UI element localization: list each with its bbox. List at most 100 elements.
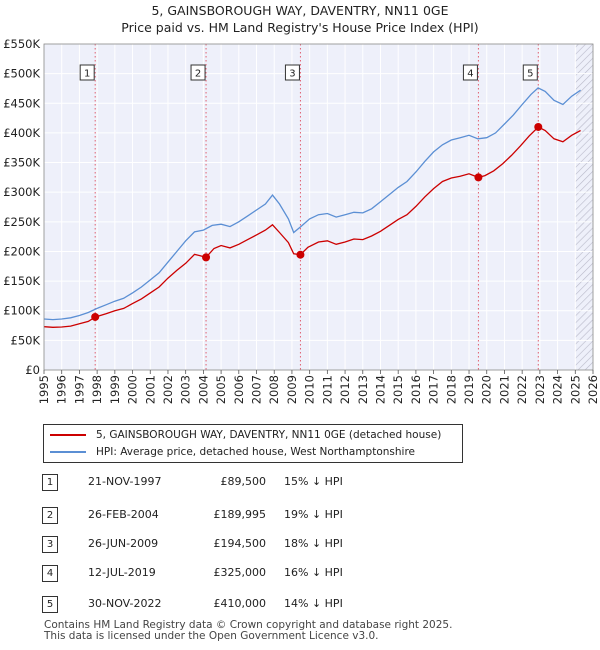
x-tick-label: 2008 (267, 375, 281, 404)
footer-licence: This data is licensed under the Open Gov… (44, 630, 379, 642)
sale-date: 12-JUL-2019 (88, 566, 156, 579)
x-tick-label: 2003 (179, 375, 193, 404)
legend-swatch-hpi (50, 451, 86, 453)
sale-row: 2 26-FEB-2004 £189,995 19% ↓ HPI (42, 505, 462, 527)
sale-number: 2 (42, 507, 58, 524)
x-tick-label: 2020 (480, 375, 494, 404)
x-tick-label: 2023 (533, 375, 547, 404)
x-tick-label: 2004 (196, 375, 210, 404)
y-tick-label: £450K (3, 96, 40, 110)
y-tick-label: £350K (3, 156, 40, 170)
chart-subtitle: Price paid vs. HM Land Registry's House … (121, 20, 479, 35)
sale-number: 5 (42, 596, 58, 613)
x-tick-label: 2014 (373, 375, 387, 404)
y-tick-label: £550K (3, 37, 40, 51)
legend-label-property: 5, GAINSBOROUGH WAY, DAVENTRY, NN11 0GE … (96, 429, 442, 441)
x-tick-label: 2001 (143, 375, 157, 404)
sale-hpi-diff: 14% ↓ HPI (284, 597, 343, 610)
sale-number: 4 (42, 565, 58, 582)
sale-point (202, 253, 211, 262)
sale-point (296, 250, 305, 259)
x-tick-label: 2005 (214, 375, 228, 404)
chart-title: 5, GAINSBOROUGH WAY, DAVENTRY, NN11 0GE (151, 3, 449, 18)
sale-marker-label: 3 (289, 69, 295, 80)
sale-price: £194,500 (213, 537, 267, 550)
chart-title-block: 5, GAINSBOROUGH WAY, DAVENTRY, NN11 0GE … (0, 2, 600, 36)
sale-row: 1 21-NOV-1997 £89,500 15% ↓ HPI (42, 472, 462, 494)
y-tick-label: £500K (3, 67, 40, 81)
sale-row: 3 26-JUN-2009 £194,500 18% ↓ HPI (42, 534, 462, 556)
y-tick-label: £0 (25, 363, 40, 377)
sale-number: 1 (42, 474, 58, 491)
sale-marker-label: 2 (195, 69, 201, 80)
x-tick-label: 2006 (232, 375, 246, 404)
plot-frame (43, 43, 594, 371)
x-tick-label: 2009 (285, 375, 299, 404)
hpi-line (43, 87, 581, 321)
sale-hpi-diff: 19% ↓ HPI (284, 508, 343, 521)
legend-item-hpi: HPI: Average price, detached house, West… (50, 444, 415, 460)
sale-row: 4 12-JUL-2019 £325,000 16% ↓ HPI (42, 563, 462, 585)
x-tick-label: 1997 (72, 375, 86, 404)
x-tick-label: 2012 (338, 375, 352, 404)
x-tick-label: 2025 (568, 375, 582, 404)
forecast-hatch (575, 44, 593, 370)
sale-marker-box (284, 64, 300, 81)
x-tick-label: 2017 (427, 375, 441, 404)
x-tick-label: 2022 (515, 375, 529, 404)
sale-point (474, 173, 483, 182)
y-tick-label: £100K (3, 304, 40, 318)
footer: Contains HM Land Registry data © Crown c… (44, 620, 452, 642)
sale-date: 21-NOV-1997 (88, 475, 162, 488)
plot-area (44, 44, 593, 370)
x-tick-label: 1995 (37, 375, 51, 404)
sale-marker-label: 1 (84, 69, 90, 80)
sale-date: 26-JUN-2009 (88, 537, 159, 550)
sale-hpi-diff: 16% ↓ HPI (284, 566, 343, 579)
chart-legend: 5, GAINSBOROUGH WAY, DAVENTRY, NN11 0GE … (43, 424, 463, 463)
x-tick-label: 1998 (90, 375, 104, 404)
x-tick-label: 2021 (497, 375, 511, 404)
price-chart: 1 2 3 4 5 £0 £50K £100K £150K £200K £250K £300K £350… (3, 37, 600, 404)
x-tick-label: 2019 (462, 375, 476, 404)
y-tick-label: £300K (3, 185, 40, 199)
x-tick-label: 2015 (391, 375, 405, 404)
x-tick-label: 2011 (320, 375, 334, 404)
legend-swatch-property (50, 434, 86, 436)
sale-row: 5 30-NOV-2022 £410,000 14% ↓ HPI (42, 594, 462, 616)
sale-marker-box (190, 64, 206, 81)
x-tick-label: 2026 (586, 375, 600, 404)
y-tick-label: £150K (3, 274, 40, 288)
y-tick-label: £400K (3, 126, 40, 140)
x-tick-label: 1999 (108, 375, 122, 404)
sale-price: £325,000 (213, 566, 267, 579)
x-tick-label: 2013 (356, 375, 370, 404)
sale-point (91, 312, 100, 321)
sale-number: 3 (42, 536, 58, 553)
legend-item-property: 5, GAINSBOROUGH WAY, DAVENTRY, NN11 0GE … (50, 427, 441, 443)
footer-copyright: Contains HM Land Registry data © Crown c… (44, 619, 453, 631)
legend-label-hpi: HPI: Average price, detached house, West… (96, 446, 415, 458)
property-price-line (43, 126, 581, 328)
x-tick-label: 2000 (126, 375, 140, 404)
sale-date: 30-NOV-2022 (88, 597, 162, 610)
x-tick-label: 2010 (303, 375, 317, 404)
x-tick-label: 2002 (161, 375, 175, 404)
sale-hpi-diff: 18% ↓ HPI (284, 537, 343, 550)
x-tick-label: 2018 (444, 375, 458, 404)
y-tick-label: £250K (3, 215, 40, 229)
sale-price: £189,995 (213, 508, 267, 521)
x-tick-label: 1996 (55, 375, 69, 404)
sale-price: £89,500 (220, 475, 267, 488)
sale-price: £410,000 (213, 597, 267, 610)
sale-marker-label: 5 (527, 69, 533, 80)
x-tick-label: 2024 (551, 375, 565, 404)
y-tick-label: £200K (3, 244, 40, 258)
sale-marker-box (79, 64, 95, 81)
sale-marker-label: 4 (467, 69, 473, 80)
x-tick-label: 2007 (250, 375, 264, 404)
sale-marker-box (522, 64, 538, 81)
y-tick-label: £50K (11, 333, 41, 347)
sale-date: 26-FEB-2004 (88, 508, 159, 521)
sale-marker-box (462, 64, 478, 81)
